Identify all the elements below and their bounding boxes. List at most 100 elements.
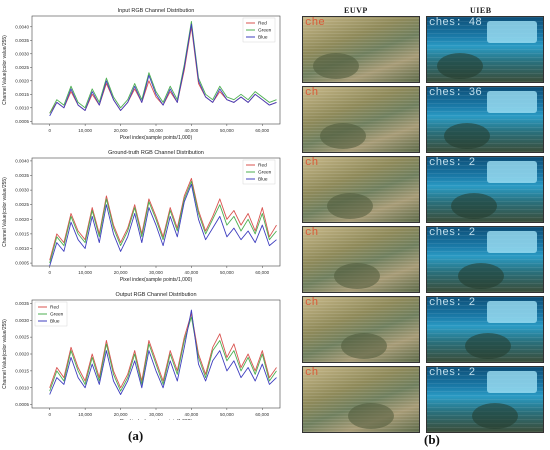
image-tile-uieb-3: ches: 2 — [426, 156, 544, 223]
y-tick-label: 0.0010 — [15, 385, 29, 390]
x-tick-label: 60,000 — [255, 270, 269, 275]
reef-shape — [327, 193, 373, 219]
series-line-blue — [49, 309, 277, 395]
y-axis-label: Channel Value(color value/255) — [2, 177, 8, 247]
tile-overlay-text: ches: 2 — [429, 297, 476, 309]
image-tile-euvp-4: ch — [302, 226, 420, 293]
tile-overlay-text: ch — [305, 367, 319, 379]
tile-overlay-text: ches: 2 — [429, 367, 476, 379]
chart-1: Input RGB Channel Distribution 0 10,000 20,… — [2, 8, 281, 141]
x-tick-label: 50,000 — [220, 128, 234, 133]
tile-overlay-text: ch — [305, 227, 319, 239]
reef-shape — [465, 333, 511, 359]
x-tick-label: 30,000 — [149, 412, 163, 417]
y-tick-label: 0.0030 — [15, 51, 29, 56]
x-axis-label: Pixel index(sample points/1,000) — [120, 277, 193, 283]
image-tile-euvp-1: che — [302, 16, 420, 83]
tile-overlay-text: ch — [305, 297, 319, 309]
y-tick-label: 0.0025 — [15, 65, 29, 70]
panel-label-a: (a) — [128, 428, 144, 443]
tile-overlay-text: ches: 2 — [429, 227, 476, 239]
y-axis-label: Channel Value(color value/255) — [2, 35, 8, 105]
y-tick-label: 0.0040 — [15, 158, 29, 163]
series-line-blue — [49, 183, 277, 267]
chart-2: Ground-truth RGB Channel Distribution 0 10… — [2, 150, 281, 283]
reef-shape — [313, 53, 359, 79]
y-tick-label: 0.0035 — [15, 173, 29, 178]
y-tick-label: 0.0030 — [15, 318, 29, 323]
column-header-euvp: EUVP — [344, 6, 368, 15]
y-tick-label: 0.0015 — [15, 92, 29, 97]
x-tick-label: 10,000 — [78, 128, 92, 133]
reef-shape — [472, 403, 518, 429]
chart-title: Ground-truth RGB Channel Distribution — [108, 150, 204, 156]
rgb-plots-panel: Input RGB Channel Distribution 0 10,000 20,… — [2, 8, 281, 420]
image-tile-uieb-5: ches: 2 — [426, 296, 544, 363]
x-tick-label: 0 — [48, 270, 51, 275]
tile-overlay-text: ches: 2 — [429, 157, 476, 169]
x-tick-label: 40,000 — [185, 412, 199, 417]
y-tick-label: 0.0020 — [15, 217, 29, 222]
chart-title: Input RGB Channel Distribution — [118, 8, 195, 14]
x-tick-label: 60,000 — [255, 412, 269, 417]
image-tile-uieb-1: ches: 48 — [426, 16, 544, 83]
water-surface-glow — [487, 231, 537, 253]
water-surface-glow — [487, 301, 537, 323]
x-tick-label: 0 — [48, 412, 51, 417]
legend-label-green: Green — [258, 28, 272, 34]
image-tile-uieb-2: ches: 36 — [426, 86, 544, 153]
x-tick-label: 20,000 — [114, 270, 128, 275]
y-tick-label: 0.0020 — [15, 78, 29, 83]
y-tick-label: 0.0040 — [15, 24, 29, 29]
legend-label-green: Green — [258, 170, 272, 176]
y-tick-label: 0.0020 — [15, 352, 29, 357]
y-tick-label: 0.0005 — [15, 402, 29, 407]
image-tile-euvp-2: ch — [302, 86, 420, 153]
water-surface-glow — [487, 161, 537, 183]
image-grid-panel: EUVP UIEB che ches: 48 ch ches: 36 ch ches: 2… — [302, 6, 546, 434]
x-tick-label: 20,000 — [114, 128, 128, 133]
tile-overlay-text: ch — [305, 157, 319, 169]
series-line-red — [49, 313, 277, 389]
y-tick-label: 0.0010 — [15, 105, 29, 110]
chart-3: Output RGB Channel Distribution 0 10,000 20… — [2, 292, 281, 420]
plot-frame — [31, 15, 281, 125]
x-tick-label: 10,000 — [78, 270, 92, 275]
reef-shape — [437, 53, 483, 79]
y-tick-label: 0.0010 — [15, 246, 29, 251]
series-line-green — [49, 316, 277, 392]
series-line-blue — [49, 23, 277, 117]
image-tile-euvp-3: ch — [302, 156, 420, 223]
x-axis-label: Pixel index(sample points/1,000) — [120, 419, 193, 420]
x-tick-label: 10,000 — [78, 412, 92, 417]
x-tick-label: 30,000 — [149, 128, 163, 133]
legend-label-blue: Blue — [50, 319, 60, 325]
y-tick-label: 0.0030 — [15, 188, 29, 193]
x-tick-label: 40,000 — [185, 128, 199, 133]
plot-frame — [31, 157, 281, 267]
reef-shape — [334, 263, 380, 289]
y-tick-label: 0.0025 — [15, 335, 29, 340]
reef-shape — [444, 123, 490, 149]
legend-label-red: Red — [50, 305, 59, 311]
legend-label-green: Green — [50, 312, 64, 318]
y-tick-label: 0.0035 — [15, 301, 29, 306]
x-tick-label: 60,000 — [255, 128, 269, 133]
image-tile-euvp-6: ch — [302, 366, 420, 433]
water-surface-glow — [487, 91, 537, 113]
column-header-uieb: UIEB — [470, 6, 492, 15]
water-surface-glow — [487, 371, 537, 393]
tile-overlay-text: che — [305, 17, 325, 29]
series-line-green — [49, 180, 277, 264]
x-tick-label: 50,000 — [220, 412, 234, 417]
y-tick-label: 0.0005 — [15, 261, 29, 266]
series-line-red — [49, 177, 277, 261]
reef-shape — [341, 333, 387, 359]
x-tick-label: 0 — [48, 128, 51, 133]
x-axis-label: Pixel index(sample points/1,000) — [120, 135, 193, 141]
y-tick-label: 0.0015 — [15, 368, 29, 373]
x-tick-label: 30,000 — [149, 270, 163, 275]
legend-label-red: Red — [258, 21, 267, 27]
x-tick-label: 50,000 — [220, 270, 234, 275]
